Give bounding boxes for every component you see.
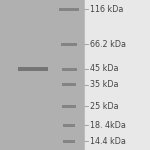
Text: 45 kDa: 45 kDa [90,64,118,73]
Bar [61,43,77,46]
Bar [62,105,76,108]
Text: 25 kDa: 25 kDa [90,102,119,111]
Text: 116 kDa: 116 kDa [90,4,123,14]
Bar [61,68,76,70]
Bar [63,124,75,127]
Text: 35 kDa: 35 kDa [90,80,118,89]
Bar [18,67,48,71]
Text: 66.2 kDa: 66.2 kDa [90,40,126,49]
Bar [59,8,79,11]
Text: 18. 4kDa: 18. 4kDa [90,121,126,130]
Bar [84,0,150,150]
Bar [63,140,75,143]
Text: 14.4 kDa: 14.4 kDa [90,136,126,146]
Bar [0,0,84,150]
Bar [62,83,76,86]
